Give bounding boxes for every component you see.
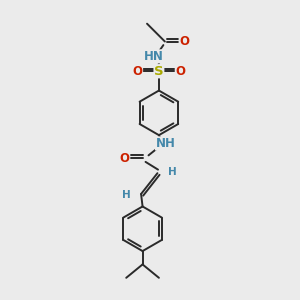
Text: NH: NH bbox=[155, 137, 176, 150]
Text: O: O bbox=[175, 65, 185, 78]
Text: H: H bbox=[168, 167, 177, 177]
Text: S: S bbox=[154, 65, 164, 78]
Text: O: O bbox=[179, 35, 189, 48]
Text: O: O bbox=[133, 65, 142, 78]
Text: O: O bbox=[120, 152, 130, 165]
Text: HN: HN bbox=[144, 50, 164, 63]
Text: H: H bbox=[122, 190, 130, 200]
